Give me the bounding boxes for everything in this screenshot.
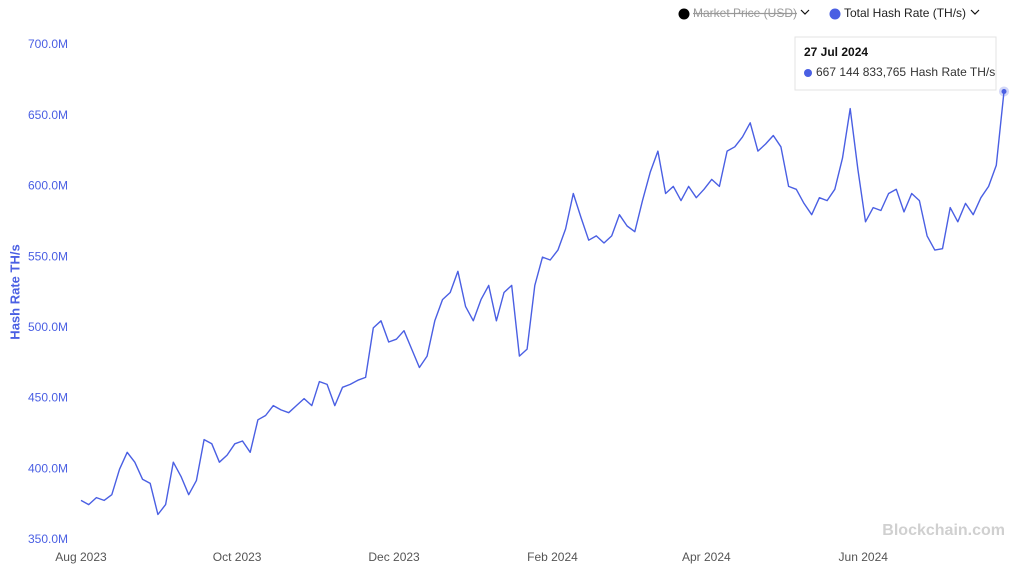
x-tick-label: Dec 2023 — [368, 550, 420, 564]
hover-point — [1001, 88, 1007, 94]
tooltip-value: 667 144 833,765 Hash Rate TH/s — [816, 65, 995, 79]
y-tick-label: 650.0M — [28, 108, 68, 122]
x-tick-label: Aug 2023 — [55, 550, 107, 564]
y-tick-label: 600.0M — [28, 179, 68, 193]
legend-marker — [678, 8, 690, 20]
series-line — [80, 91, 1005, 516]
y-tick-label: 450.0M — [28, 391, 68, 405]
y-tick-label: 700.0M — [28, 37, 68, 51]
x-tick-label: Feb 2024 — [527, 550, 578, 564]
x-tick-label: Jun 2024 — [839, 550, 889, 564]
y-axis-label: Hash Rate TH/s — [7, 244, 22, 339]
x-tick-label: Apr 2024 — [682, 550, 731, 564]
tooltip-box — [794, 36, 997, 91]
y-tick-label: 550.0M — [28, 249, 68, 263]
tooltip-dot — [804, 69, 812, 77]
tooltip-suffix: Hash Rate TH/s — [910, 65, 995, 79]
watermark: Blockchain.com — [882, 522, 1005, 539]
y-tick-label: 400.0M — [28, 461, 68, 475]
legend-chevron — [970, 9, 980, 15]
tooltip-title: 27 Jul 2024 — [804, 45, 868, 59]
legend-marker — [829, 8, 841, 20]
tooltip-number: 667 144 833,765 — [816, 65, 906, 79]
legend-chevron — [800, 9, 810, 15]
x-tick-label: Oct 2023 — [213, 550, 262, 564]
y-tick-label: 350.0M — [28, 532, 68, 546]
y-tick-label: 500.0M — [28, 320, 68, 334]
legend-label-hidden[interactable]: Market Price (USD) — [693, 6, 797, 20]
legend-label[interactable]: Total Hash Rate (TH/s) — [844, 6, 966, 20]
